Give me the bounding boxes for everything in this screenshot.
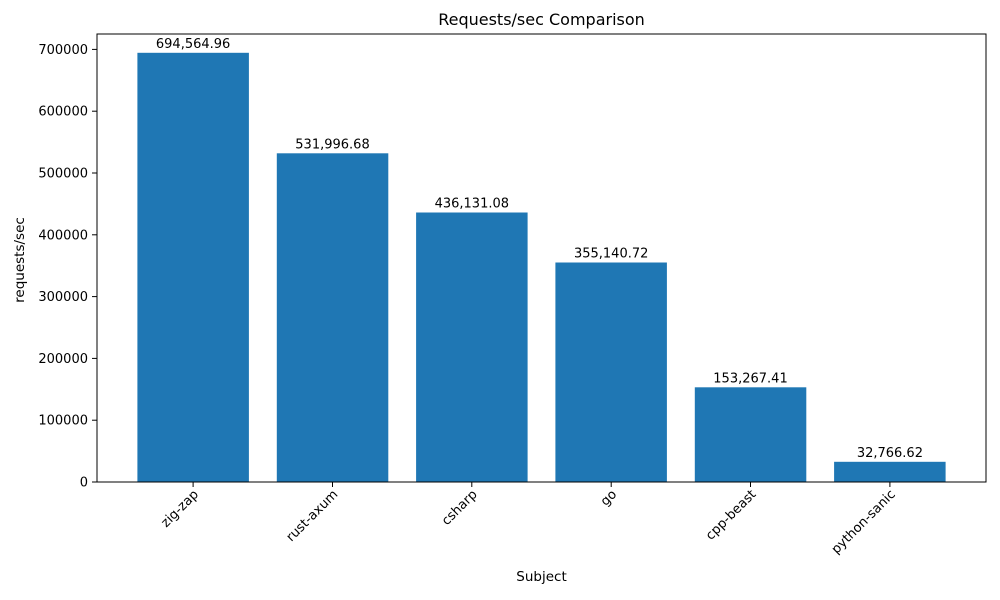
bar-zig-zap (137, 52, 249, 483)
bar-value-label: 153,267.41 (713, 371, 787, 386)
y-tick-label: 700000 (38, 43, 88, 58)
bar-rust-axum (276, 153, 389, 483)
bar-cpp-beast (694, 387, 807, 482)
y-tick-label: 500000 (38, 167, 88, 182)
y-tick-label: 200000 (38, 352, 88, 367)
bar-go (555, 262, 667, 482)
bar-value-label: 32,766.62 (857, 446, 923, 461)
y-tick-label: 600000 (38, 105, 88, 120)
bar-value-label: 355,140.72 (574, 247, 648, 262)
axes-frame (96, 33, 987, 483)
bar-value-label: 436,131.08 (435, 197, 509, 212)
y-tick-label: 0 (80, 476, 88, 491)
x-tick-label: zig-zap (158, 487, 201, 530)
x-axis-label: Subject (516, 569, 567, 585)
x-tick-label: python-sanic (829, 487, 899, 557)
x-tick-label: rust-axum (284, 487, 342, 545)
x-tick-label: cpp-beast (703, 487, 759, 543)
x-tick-label: go (598, 487, 620, 509)
y-tick-label: 300000 (38, 290, 88, 305)
y-tick-label: 400000 (38, 228, 88, 243)
bar-value-label: 531,996.68 (295, 137, 369, 152)
bar-value-label: 694,564.96 (156, 37, 230, 52)
bar-csharp (416, 212, 528, 482)
x-tick-label: csharp (439, 487, 481, 529)
bar-python-sanic (834, 461, 946, 482)
y-tick-label: 100000 (38, 414, 88, 429)
chart-title: Requests/sec Comparison (438, 10, 645, 29)
